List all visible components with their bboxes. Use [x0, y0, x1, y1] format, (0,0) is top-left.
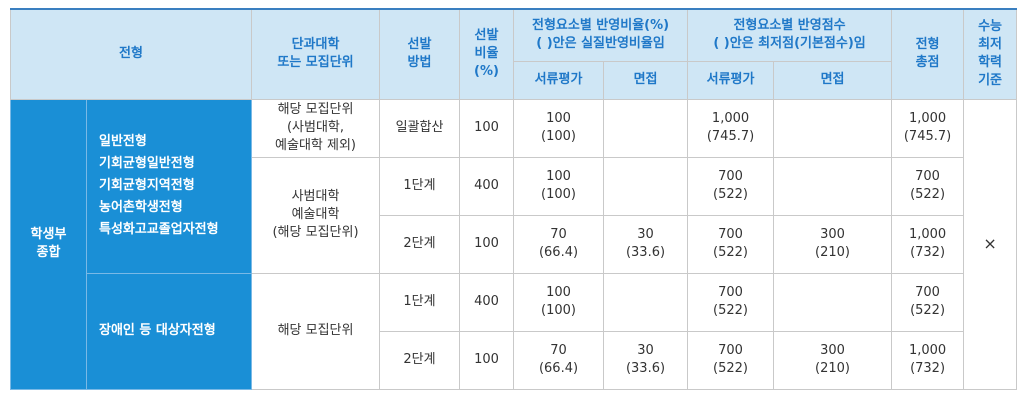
ratio-cell: 100: [459, 98, 515, 158]
doc-score-cell: 700 (522): [687, 330, 775, 390]
unit-cell: 사범대학 예술대학 (해당 모집단위): [251, 156, 381, 274]
doc-score-cell: 700 (522): [687, 272, 775, 332]
interview-score-cell: [773, 98, 893, 158]
interview-score-cell: [773, 156, 893, 216]
interview-ratio-cell: 30 (33.6): [603, 330, 689, 390]
doc-ratio-cell: 100 (100): [513, 98, 605, 158]
interview-ratio-cell: [603, 156, 689, 216]
doc-ratio-cell: 100 (100): [513, 156, 605, 216]
unit-cell: 해당 모집단위: [251, 272, 381, 390]
group-names: 일반전형 기회균형일반전형 기회균형지역전형 농어촌학생전형 특성화고교졸업자전…: [85, 98, 253, 274]
category-cell: 학생부 종합: [10, 98, 87, 390]
method-cell: 2단계: [379, 330, 461, 390]
method-cell: 2단계: [379, 214, 461, 274]
ratio-cell: 400: [459, 156, 515, 216]
doc-ratio-cell: 70 (66.4): [513, 214, 605, 274]
table-row: 사범대학 예술대학 (해당 모집단위) 1단계 400 100 (100) 70…: [11, 156, 1017, 274]
header-interview-score: 면접: [773, 60, 893, 100]
header-type: 전형: [9, 8, 253, 100]
total-cell: 700 (522): [891, 272, 965, 332]
interview-ratio-cell: [603, 272, 689, 332]
header-element-ratio: 전형요소별 반영비율(%) ( )안은 실질반영비율임: [513, 8, 689, 62]
method-cell: 1단계: [379, 272, 461, 332]
header-total: 전형 총점: [891, 8, 965, 100]
total-cell: 700 (522): [891, 156, 965, 216]
table-row: 2단계 100 70 (66.4) 30 (33.6) 700 (522) 30…: [11, 330, 1017, 390]
doc-score-cell: 1,000 (745.7): [687, 98, 775, 158]
table-row: 장애인 등 대상자전형 해당 모집단위 1단계 400 100 (100) 70…: [11, 272, 1017, 390]
header-interview-ratio: 면접: [603, 60, 689, 100]
ratio-cell: 400: [459, 272, 515, 332]
admission-table: 전형 단과대학 또는 모집단위 선발 방법 선발 비율 (%) 전형요소별 반영…: [9, 8, 1018, 390]
interview-score-cell: 300 (210): [773, 330, 893, 390]
doc-ratio-cell: 70 (66.4): [513, 330, 605, 390]
header-csat: 수능 최저 학력 기준: [963, 8, 1018, 100]
ratio-cell: 100: [459, 214, 515, 274]
total-cell: 1,000 (732): [891, 330, 965, 390]
header-ratio: 선발 비율 (%): [459, 8, 515, 100]
interview-score-cell: [773, 272, 893, 332]
doc-score-cell: 700 (522): [687, 214, 775, 274]
header-element-score: 전형요소별 반영점수 ( )안은 최저점(기본점수)임: [687, 8, 893, 62]
total-cell: 1,000 (732): [891, 214, 965, 274]
doc-ratio-cell: 100 (100): [513, 272, 605, 332]
group-names: 장애인 등 대상자전형: [85, 272, 253, 390]
header-doc-score: 서류평가: [687, 60, 775, 100]
total-cell: 1,000 (745.7): [891, 98, 965, 158]
csat-cell: ×: [963, 98, 1018, 390]
interview-ratio-cell: [603, 98, 689, 158]
table-row: 학생부 종합 일반전형 기회균형일반전형 기회균형지역전형 농어촌학생전형 특성…: [10, 98, 1018, 390]
table-row: 2단계 100 70 (66.4) 30 (33.6) 700 (522) 30…: [11, 214, 1017, 274]
ratio-cell: 100: [459, 330, 515, 390]
unit-cell: 해당 모집단위 (사범대학, 예술대학 제외): [251, 98, 381, 158]
interview-ratio-cell: 30 (33.6): [603, 214, 689, 274]
doc-score-cell: 700 (522): [687, 156, 775, 216]
interview-score-cell: 300 (210): [773, 214, 893, 274]
header-method: 선발 방법: [379, 8, 461, 100]
method-cell: 일괄합산: [379, 98, 461, 158]
method-cell: 1단계: [379, 156, 461, 216]
header-doc-ratio: 서류평가: [513, 60, 605, 100]
header-unit: 단과대학 또는 모집단위: [251, 8, 381, 100]
